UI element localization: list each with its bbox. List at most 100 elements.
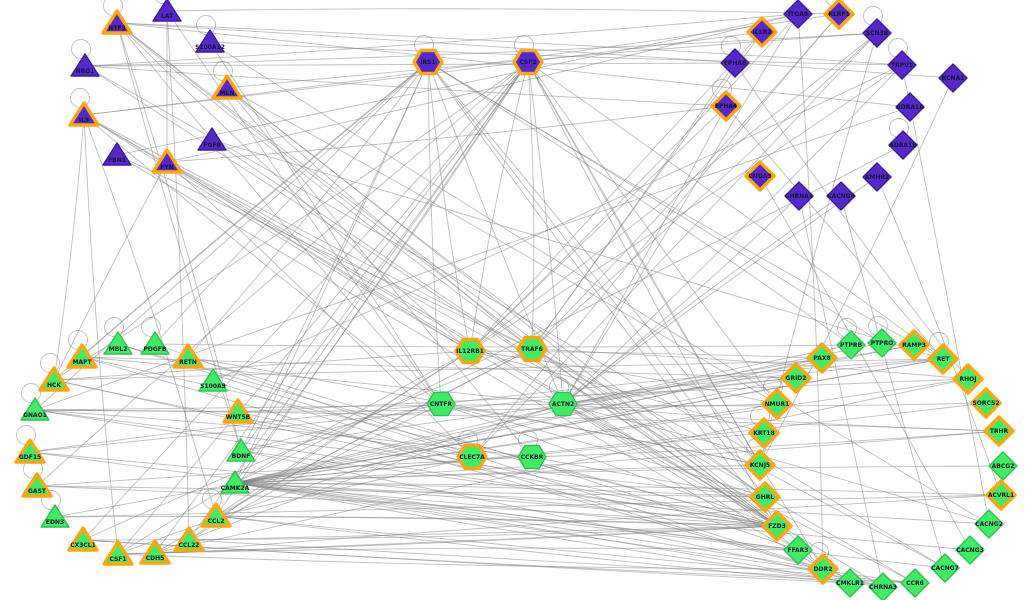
edge	[562, 403, 916, 584]
edge	[427, 61, 852, 346]
node-ITGA8[interactable]: ITGA8	[783, 0, 813, 29]
edge	[527, 61, 564, 405]
node-CACNG3[interactable]: CACNG3	[955, 535, 985, 565]
diamond-node-shape	[930, 553, 960, 583]
edge	[562, 357, 823, 405]
diamond-node-shape	[938, 63, 968, 93]
node-KCNA1[interactable]: KCNA1	[938, 63, 968, 93]
node-CX3CL1[interactable]: CX3CL1	[67, 526, 99, 552]
edge	[117, 343, 473, 458]
node-ABCG2[interactable]: ABCG2	[988, 451, 1018, 481]
node-CACNG7[interactable]: CACNG7	[930, 553, 960, 583]
edge	[187, 356, 799, 551]
edge	[116, 154, 533, 350]
edge	[562, 403, 778, 527]
edge	[81, 61, 429, 358]
node-AMHR2[interactable]: AMHR2	[862, 162, 892, 192]
edge	[166, 161, 473, 458]
diamond-node-shape	[952, 363, 984, 395]
node-ADRA1A[interactable]: ADRA1A	[895, 92, 925, 122]
edge	[188, 539, 916, 584]
node-RAMP3[interactable]: RAMP3	[898, 329, 930, 361]
edge	[234, 378, 969, 484]
edge	[116, 22, 824, 570]
node-CACNG6[interactable]: CACNG6	[826, 181, 856, 211]
edge	[29, 358, 944, 453]
edge	[116, 22, 442, 405]
edge	[154, 343, 824, 570]
edge	[116, 22, 242, 452]
edge	[209, 41, 990, 525]
node-S100A12[interactable]: S100A12	[195, 29, 225, 53]
edge	[797, 13, 824, 570]
node-NTF3[interactable]: NTF3	[101, 9, 133, 35]
edge	[234, 482, 766, 498]
edge	[84, 62, 736, 67]
node-EDN3[interactable]: EDN3	[40, 504, 70, 528]
node-RHOJ[interactable]: RHOJ	[952, 363, 984, 395]
edge	[240, 450, 778, 527]
edge	[215, 515, 778, 527]
edge	[117, 403, 564, 555]
node-TRHR[interactable]: TRHR	[983, 415, 1015, 447]
edge	[240, 61, 529, 452]
diamond-node-shape	[955, 535, 985, 565]
edge	[427, 61, 564, 405]
edge	[798, 195, 884, 588]
triangle-node-shape	[152, 0, 182, 22]
diamond-node-shape	[780, 362, 812, 394]
diamond-node-shape	[895, 92, 925, 122]
node-CACNG2[interactable]: CACNG2	[974, 509, 1004, 539]
edge	[234, 430, 1000, 484]
self-loop-edge	[41, 490, 61, 510]
triangle-node-shape	[20, 397, 50, 421]
edge	[36, 485, 766, 498]
node-IL12RB1[interactable]: IL12RB1	[454, 337, 486, 365]
node-PDGFB[interactable]: PDGFB	[140, 331, 170, 355]
diamond-node-shape	[710, 90, 742, 122]
edge	[215, 456, 473, 517]
edge	[562, 344, 915, 405]
edge	[209, 41, 903, 66]
edge	[531, 32, 878, 350]
node-CSF2[interactable]: CSF2	[512, 48, 544, 76]
edge	[469, 32, 878, 352]
node-FBN1[interactable]: FBN1	[102, 142, 132, 166]
triangle-node-shape	[40, 504, 70, 528]
triangle-node-shape	[220, 470, 250, 494]
node-MBL2[interactable]: MBL2	[103, 331, 133, 355]
edge	[166, 8, 840, 15]
edge	[29, 451, 778, 527]
node-CLEC7A[interactable]: CLEC7A	[456, 443, 488, 471]
node-CCR6[interactable]: CCR6	[900, 568, 930, 598]
node-CNTFR[interactable]: CNTFR	[426, 391, 456, 417]
node-CNGA3[interactable]: CNGA3	[744, 160, 776, 192]
node-FGF8[interactable]: FGF8	[197, 127, 227, 151]
node-IRS1[interactable]: IRS1	[412, 48, 444, 76]
edge	[427, 61, 778, 527]
diamond-node-shape	[835, 568, 865, 598]
triangle-node-shape	[197, 127, 227, 151]
edge	[527, 61, 778, 527]
edge	[531, 348, 946, 569]
node-CSF1[interactable]: CSF1	[102, 540, 134, 566]
edge	[83, 114, 442, 405]
node-CCKBR[interactable]: CCKBR	[517, 444, 547, 470]
triangle-node-shape	[102, 142, 132, 166]
node-ACTN2[interactable]: ACTN2	[548, 391, 578, 417]
edge	[212, 380, 824, 570]
node-SORCS2[interactable]: SORCS2	[970, 387, 1002, 419]
node-RETN[interactable]: RETN	[172, 343, 204, 369]
edge	[527, 61, 944, 360]
node-ACVRL1[interactable]: ACVRL1	[985, 479, 1017, 511]
diamond-node-shape	[862, 18, 892, 48]
edge	[234, 482, 851, 584]
edge	[427, 61, 944, 360]
edge	[53, 350, 471, 381]
triangle-node-shape	[21, 472, 53, 498]
diamond-node-shape	[806, 342, 838, 374]
edge	[531, 348, 969, 380]
node-TRAF6[interactable]: TRAF6	[516, 335, 548, 363]
